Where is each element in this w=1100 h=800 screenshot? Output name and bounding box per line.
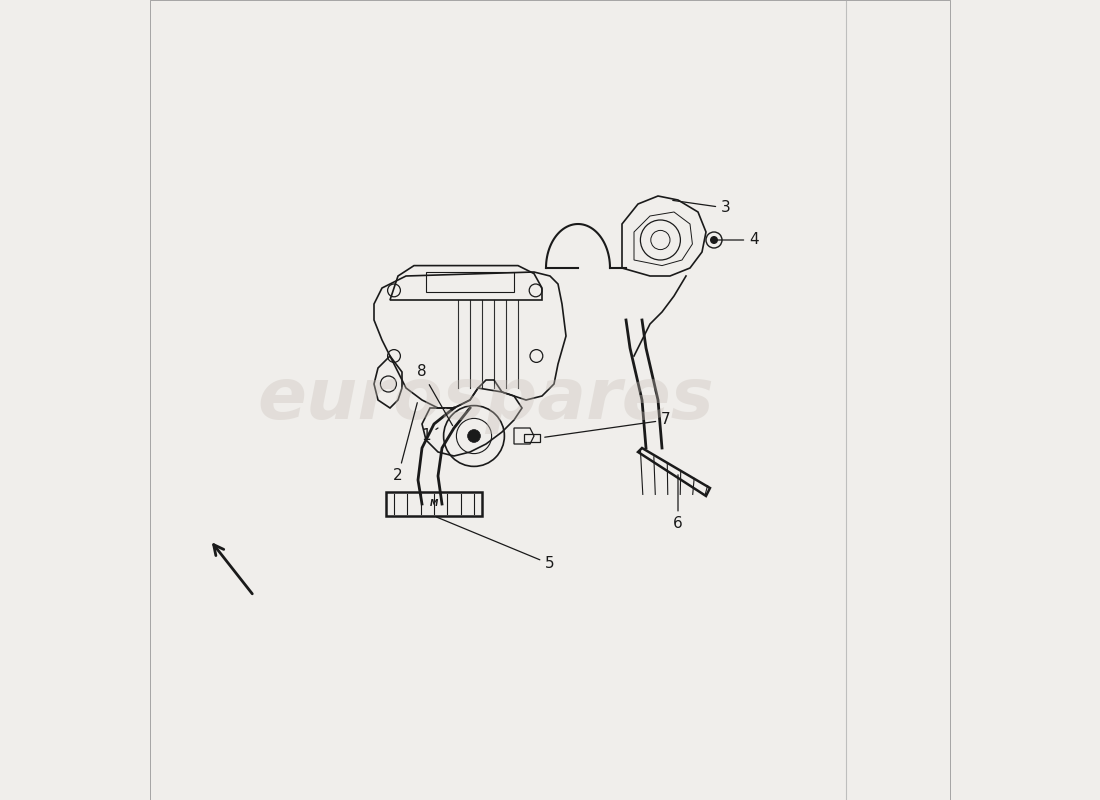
Text: 6: 6 (673, 474, 683, 531)
Text: 7: 7 (544, 413, 671, 438)
Text: 4: 4 (717, 233, 759, 247)
Text: 1: 1 (421, 428, 438, 443)
Text: 2: 2 (393, 402, 417, 483)
Circle shape (468, 430, 481, 442)
Text: M: M (430, 499, 438, 509)
Text: eurospares: eurospares (257, 366, 714, 434)
Text: 3: 3 (673, 200, 730, 215)
Circle shape (710, 236, 718, 244)
Text: 5: 5 (437, 517, 554, 571)
Text: 8: 8 (417, 365, 452, 426)
